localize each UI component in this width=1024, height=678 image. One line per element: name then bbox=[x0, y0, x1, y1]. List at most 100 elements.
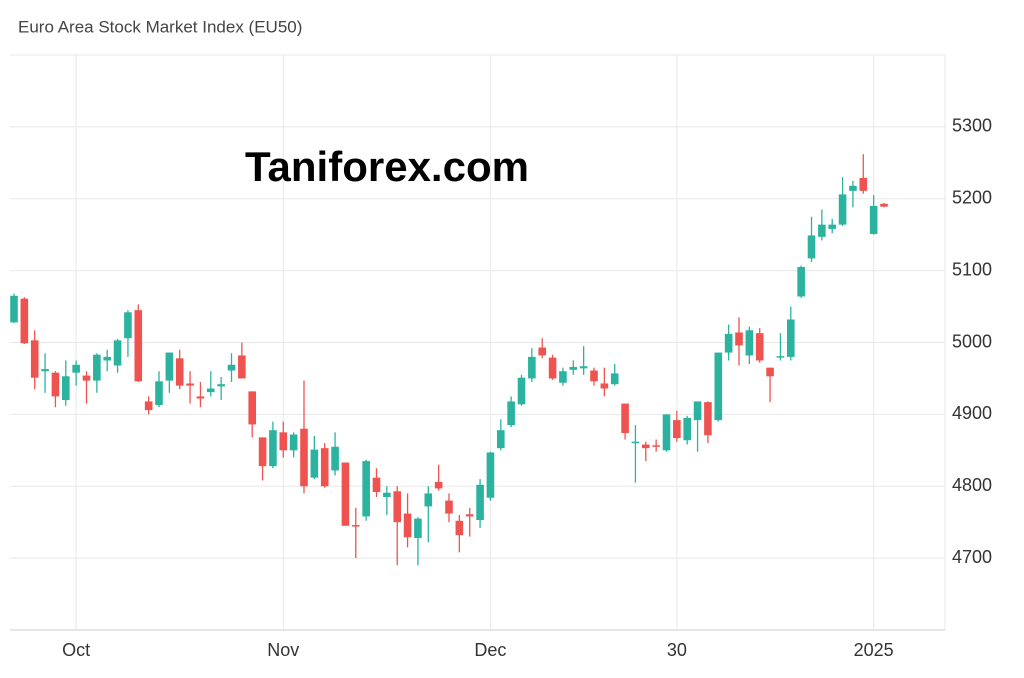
candle-body bbox=[517, 377, 526, 405]
candle-body bbox=[175, 358, 184, 386]
candle-body bbox=[569, 366, 578, 370]
candle-body bbox=[279, 432, 288, 451]
candle-body bbox=[341, 462, 350, 526]
candle-body bbox=[683, 417, 692, 441]
candle-body bbox=[528, 356, 536, 379]
candle-body bbox=[372, 477, 381, 492]
candle-body bbox=[10, 295, 18, 323]
candle-body bbox=[227, 364, 236, 371]
candle-body bbox=[414, 518, 422, 538]
candle-body bbox=[610, 373, 619, 385]
candle-body bbox=[61, 376, 70, 400]
candle-body bbox=[82, 375, 91, 381]
x-tick-label: Nov bbox=[267, 640, 299, 660]
candle-body bbox=[424, 493, 433, 507]
candle-body bbox=[755, 333, 764, 361]
candle-body bbox=[652, 445, 660, 447]
candle-body bbox=[238, 355, 246, 379]
candle-body bbox=[745, 330, 754, 356]
candle-body bbox=[548, 357, 557, 379]
y-tick-label: 5000 bbox=[952, 331, 992, 351]
candle-body bbox=[465, 514, 474, 517]
candle-body bbox=[641, 444, 650, 449]
candle-body bbox=[714, 352, 723, 421]
candle-body bbox=[383, 492, 391, 498]
candle-body bbox=[621, 403, 629, 434]
candle-body bbox=[165, 352, 174, 381]
candle-body bbox=[786, 319, 795, 357]
candle-body bbox=[476, 484, 484, 521]
chart-title: Euro Area Stock Market Index (EU50) bbox=[18, 17, 302, 36]
y-tick-label: 4800 bbox=[952, 475, 992, 495]
candle-body bbox=[320, 448, 329, 487]
candle-body bbox=[797, 267, 805, 297]
candle-body bbox=[579, 366, 588, 369]
candle-body bbox=[828, 224, 837, 229]
candle-body bbox=[704, 402, 712, 436]
y-tick-label: 5300 bbox=[952, 116, 992, 136]
candle-body bbox=[880, 203, 888, 207]
candle-body bbox=[673, 420, 681, 439]
candle-body bbox=[538, 347, 547, 356]
candle-body bbox=[486, 452, 495, 498]
x-tick-label: 30 bbox=[667, 640, 687, 660]
y-tick-label: 5200 bbox=[952, 188, 992, 208]
candle-body bbox=[807, 235, 816, 259]
candle-body bbox=[869, 205, 878, 234]
candle-body bbox=[434, 481, 443, 489]
candle-body bbox=[206, 388, 215, 393]
candle-body bbox=[144, 401, 153, 411]
y-tick-label: 4700 bbox=[952, 547, 992, 567]
candle-body bbox=[134, 310, 143, 382]
candle-body bbox=[631, 441, 640, 444]
candle-body bbox=[590, 370, 598, 382]
candle-body bbox=[30, 340, 39, 378]
watermark: Taniforex.com bbox=[245, 143, 529, 190]
candle-body bbox=[186, 383, 194, 386]
candle-body bbox=[600, 383, 609, 389]
candle-body bbox=[776, 356, 785, 358]
candle-body bbox=[662, 414, 671, 451]
x-tick-label: Dec bbox=[474, 640, 506, 660]
candle-body bbox=[72, 364, 80, 373]
candle-body bbox=[351, 525, 360, 527]
candle-body bbox=[196, 396, 205, 399]
candle-body bbox=[507, 401, 515, 426]
candle-body bbox=[818, 224, 826, 237]
candle-body bbox=[455, 520, 464, 536]
y-tick-label: 4900 bbox=[952, 403, 992, 423]
candle-body bbox=[269, 430, 277, 467]
candle-body bbox=[735, 332, 743, 346]
candle-body bbox=[362, 461, 370, 517]
candle-body bbox=[217, 384, 225, 387]
candle-body bbox=[766, 367, 774, 377]
candle-body bbox=[859, 177, 868, 191]
candle-body bbox=[248, 391, 257, 425]
candle-body bbox=[445, 500, 453, 514]
candle-body bbox=[20, 298, 29, 344]
candle-body bbox=[693, 401, 702, 421]
x-tick-label: Oct bbox=[62, 640, 90, 660]
candle-body bbox=[289, 434, 298, 451]
candle-body bbox=[559, 371, 567, 383]
candle-body bbox=[849, 185, 857, 191]
candle-body bbox=[41, 369, 49, 372]
candle-body bbox=[113, 340, 122, 366]
candle-body bbox=[331, 446, 339, 471]
candle-body bbox=[403, 513, 412, 538]
candle-body bbox=[300, 428, 308, 487]
candle-body bbox=[51, 372, 60, 397]
x-tick-label: 2025 bbox=[854, 640, 894, 660]
candle-body bbox=[496, 430, 505, 449]
candle-body bbox=[310, 449, 319, 478]
candle-body bbox=[258, 437, 267, 467]
candle-body bbox=[124, 312, 132, 339]
candle-body bbox=[103, 356, 112, 361]
y-tick-label: 5100 bbox=[952, 259, 992, 279]
candle-body bbox=[724, 333, 733, 353]
candle-body bbox=[393, 491, 402, 523]
candle-body bbox=[838, 194, 847, 225]
candle-body bbox=[93, 354, 101, 381]
candle-body bbox=[155, 381, 163, 406]
